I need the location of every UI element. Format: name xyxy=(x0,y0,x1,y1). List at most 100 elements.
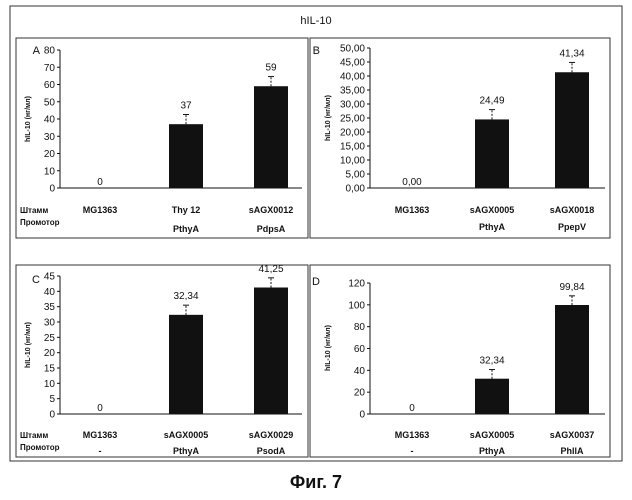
y-tick-label: 20 xyxy=(44,348,56,359)
bar xyxy=(475,379,509,414)
y-tick-label: 25 xyxy=(44,333,56,344)
data-label: 37 xyxy=(180,101,192,112)
y-tick-label: 25,00 xyxy=(340,114,365,125)
y-tick-label: 30 xyxy=(44,132,56,143)
x-tick-label: sAGX0037 xyxy=(550,430,595,440)
y-tick-label: 50 xyxy=(44,97,56,108)
bar xyxy=(254,288,288,415)
promoter-label: PthyA xyxy=(479,446,506,456)
chart-panel-b: BhIL-10 (нг/мл) 0,00 5,00 10,00 15,00 20,00 25… xyxy=(313,44,605,233)
y-tick-label: 15 xyxy=(44,364,56,375)
x-tick-label: sAGX0005 xyxy=(164,430,209,440)
y-tick-label: 70 xyxy=(44,63,56,74)
y-tick-label: 80 xyxy=(44,46,56,57)
promoter-label: PthyA xyxy=(173,446,200,456)
x-tick-label: MG1363 xyxy=(83,430,118,440)
y-tick-label: 60 xyxy=(44,80,56,91)
x-tick-label: MG1363 xyxy=(83,205,118,215)
chart-panels: AhIL-10 (нг/мл)010203040506070800MG13633… xyxy=(20,44,605,457)
chart-panel-c: ChIL-10 (нг/мл) 0 5 10 15 20 25 30 35 40 45 0 MG1363… xyxy=(20,264,302,456)
y-tick-label: 45,00 xyxy=(340,58,365,69)
data-label: 0 xyxy=(97,177,103,188)
promoter-label: PpepV xyxy=(558,222,586,232)
y-tick-label: 20 xyxy=(44,149,56,160)
row-label-strain: Штамм xyxy=(20,206,48,215)
y-tick-label: 40 xyxy=(44,115,56,126)
bar xyxy=(254,86,288,188)
row-label-promoter: Промотор xyxy=(20,218,60,227)
panel-letter: C xyxy=(32,274,40,286)
data-label: 24,49 xyxy=(479,96,504,107)
bar xyxy=(475,119,509,188)
x-tick-label: sAGX0005 xyxy=(470,430,515,440)
x-tick-label: sAGX0012 xyxy=(249,205,294,215)
y-tick-label: 120 xyxy=(348,279,365,290)
y-tick-label: 0 xyxy=(49,410,55,421)
data-label: 59 xyxy=(265,63,277,74)
chart-panel-d: DhIL-10 (нг/мл) 0 20 40 60 80 100 120 0 MG1363 - 32… xyxy=(312,276,605,456)
promoter-label: PhllA xyxy=(560,446,584,456)
panel-letter: A xyxy=(33,45,41,57)
data-label: 99,84 xyxy=(559,282,584,293)
bar xyxy=(555,305,589,414)
figure-title: hIL-10 xyxy=(300,15,331,27)
y-axis-label: hIL-10 (нг/мл) xyxy=(325,325,332,371)
x-tick-label: sAGX0029 xyxy=(249,430,294,440)
y-tick-label: 10 xyxy=(44,379,56,390)
y-tick-label: 40,00 xyxy=(340,72,365,83)
y-tick-label: 30,00 xyxy=(340,100,365,111)
x-tick-label: sAGX0005 xyxy=(470,205,515,215)
promoter-label: - xyxy=(411,446,414,456)
panel-letter: D xyxy=(312,276,320,288)
bar xyxy=(169,124,203,188)
panel-letter: B xyxy=(313,45,320,57)
x-tick-label: Thy 12 xyxy=(172,205,201,215)
y-tick-label: 40 xyxy=(44,287,56,298)
outer-frame xyxy=(10,6,622,461)
y-tick-label: 15,00 xyxy=(340,142,365,153)
y-tick-label: 20 xyxy=(354,388,366,399)
promoter-label: PthyA xyxy=(479,222,506,232)
row-label-strain: Штамм xyxy=(20,431,48,440)
data-label: 41,34 xyxy=(559,48,584,59)
y-tick-label: 5,00 xyxy=(346,170,366,181)
x-tick-label: sAGX0018 xyxy=(550,205,595,215)
promoter-label: - xyxy=(99,446,102,456)
x-tick-label: MG1363 xyxy=(395,205,430,215)
bar xyxy=(555,72,589,188)
promoter-label: PthyA xyxy=(173,224,200,234)
y-axis-label: hIL-10 (нг/мл) xyxy=(25,322,32,368)
bar xyxy=(169,315,203,414)
data-label: 0 xyxy=(409,403,415,414)
data-label: 0,00 xyxy=(402,177,422,188)
data-label: 0 xyxy=(97,403,103,414)
y-tick-label: 0 xyxy=(359,410,365,421)
chart-panel-a: AhIL-10 (нг/мл) 0 10 20 30 40 50 60 70 80 0 MG1363 3… xyxy=(20,45,302,234)
promoter-label: PdpsA xyxy=(257,224,286,234)
promoter-label: PsodA xyxy=(257,446,286,456)
y-axis-label: hIL-10 (нг/мл) xyxy=(25,96,32,142)
y-tick-label: 10 xyxy=(44,166,56,177)
y-tick-label: 5 xyxy=(49,394,55,405)
y-tick-label: 0,00 xyxy=(346,184,366,195)
y-tick-label: 20,00 xyxy=(340,128,365,139)
y-tick-label: 100 xyxy=(348,300,365,311)
data-label: 32,34 xyxy=(479,356,504,367)
y-tick-label: 35,00 xyxy=(340,86,365,97)
figure-caption: Фиг. 7 xyxy=(0,472,632,493)
data-label: 41,25 xyxy=(258,264,283,275)
y-tick-label: 45 xyxy=(44,272,56,283)
y-tick-label: 80 xyxy=(354,322,366,333)
y-tick-label: 60 xyxy=(354,344,366,355)
y-tick-label: 35 xyxy=(44,302,56,313)
y-tick-label: 50,00 xyxy=(340,44,365,55)
y-tick-label: 30 xyxy=(44,318,56,329)
x-tick-label: MG1363 xyxy=(395,430,430,440)
y-tick-label: 0 xyxy=(49,184,55,195)
row-label-promoter: Промотор xyxy=(20,443,60,452)
y-axis-label: hIL-10 (нг/мл) xyxy=(325,95,332,141)
y-tick-label: 10,00 xyxy=(340,156,365,167)
y-tick-label: 40 xyxy=(354,366,366,377)
data-label: 32,34 xyxy=(173,291,198,302)
